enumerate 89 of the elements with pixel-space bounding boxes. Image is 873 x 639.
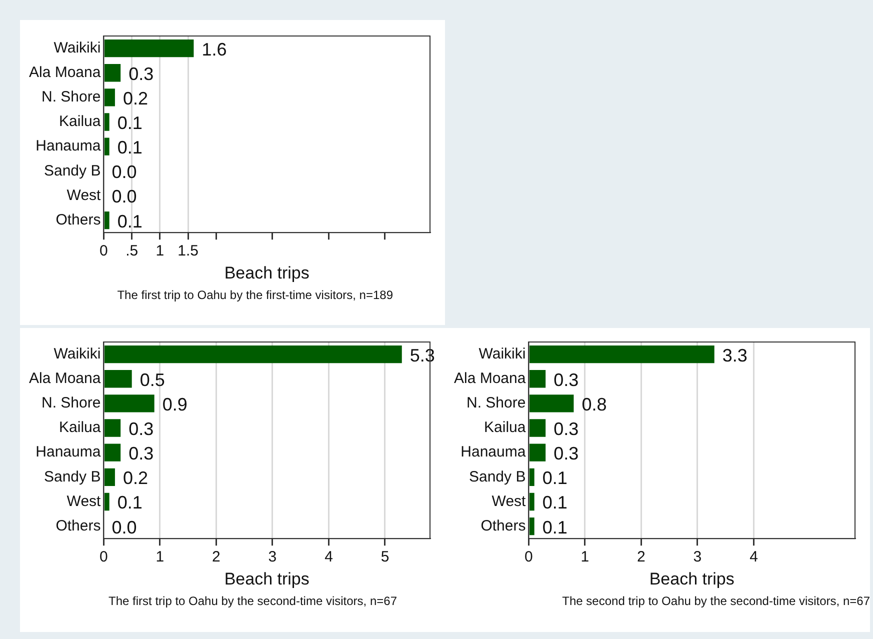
- y-tick-label: Ala Moana: [28, 64, 102, 82]
- data-label: 0.3: [554, 444, 579, 464]
- y-tick-label: Ala Moana: [28, 370, 102, 388]
- y-tick-label: Others: [56, 517, 101, 534]
- y-tick-label: Waikiki: [54, 39, 101, 56]
- data-label: 0.2: [122, 468, 148, 488]
- y-tick-label: Others: [56, 211, 101, 228]
- data-label: 1.6: [202, 39, 227, 60]
- data-label: 0.0: [112, 517, 137, 538]
- bar: [104, 468, 115, 486]
- bar: [104, 39, 194, 58]
- data-label: 0.1: [542, 468, 568, 488]
- bar: [529, 517, 534, 536]
- data-label: 0.3: [128, 64, 154, 84]
- y-tick-label: Hanauma: [36, 444, 102, 461]
- bar: [104, 113, 110, 131]
- bar: [104, 345, 402, 364]
- bar: [104, 88, 115, 106]
- data-label: 0.1: [542, 517, 568, 538]
- bar: [104, 492, 110, 511]
- bar: [529, 468, 534, 486]
- x-tick-label: 2: [212, 548, 220, 566]
- x-tick-label: 1: [156, 548, 164, 566]
- data-label: 0.3: [128, 444, 154, 464]
- y-tick-label: N. Shore: [466, 394, 526, 412]
- x-tick-label: 0: [524, 548, 533, 566]
- bar: [104, 211, 110, 230]
- bar: [104, 138, 110, 156]
- text: The second trip to Oahu by the second-time visitors, n=67: [561, 594, 870, 608]
- x-tick-label: 1: [580, 548, 590, 566]
- bar: [529, 345, 714, 364]
- x-tick-label: 3: [268, 548, 277, 566]
- data-label: 0.0: [112, 186, 137, 207]
- y-tick-label: Kailua: [59, 419, 102, 436]
- y-tick-label: N. Shore: [42, 88, 101, 106]
- data-label: 3.3: [722, 345, 748, 366]
- bar: [529, 444, 546, 462]
- y-tick-label: Sandy B: [44, 162, 101, 180]
- x-tick-label: .5: [126, 242, 138, 260]
- bar: [104, 444, 121, 462]
- data-label: 0.1: [117, 138, 142, 158]
- data-label: 0.5: [140, 370, 165, 390]
- x-tick-label: 4: [324, 548, 333, 566]
- y-tick-label: Others: [480, 517, 526, 534]
- data-label: 0.1: [117, 112, 142, 133]
- data-label: 0.8: [582, 394, 607, 414]
- data-label: 0.3: [128, 418, 154, 439]
- x-tick-label: 3: [693, 548, 702, 566]
- x-tick-label: 5: [380, 548, 390, 566]
- bar: [104, 370, 132, 388]
- x-axis-title: Beach trips: [649, 569, 734, 588]
- bar: [529, 394, 574, 412]
- data-label: 0.3: [554, 370, 579, 390]
- x-tick-label: 0: [100, 548, 108, 566]
- bar: [104, 394, 154, 412]
- y-tick-label: Kailua: [59, 113, 102, 130]
- x-tick-label: 0: [100, 242, 108, 260]
- data-label: 0.1: [117, 492, 142, 513]
- x-axis-title: Beach trips: [224, 569, 310, 588]
- x-tick-label: 4: [750, 548, 758, 566]
- bar: [104, 64, 121, 82]
- y-tick-label: Ala Moana: [454, 370, 526, 388]
- y-tick-label: Hanauma: [460, 444, 526, 461]
- data-label: 0.9: [162, 394, 188, 414]
- y-tick-label: Sandy B: [468, 468, 526, 486]
- bar: [529, 492, 534, 511]
- y-tick-label: N. Shore: [42, 394, 101, 412]
- data-label: 0.2: [122, 88, 148, 108]
- x-tick-label: 2: [637, 548, 646, 566]
- y-tick-label: West: [492, 492, 527, 510]
- y-tick-label: Hanauma: [36, 138, 102, 155]
- x-axis-title: Beach trips: [224, 263, 310, 282]
- y-tick-label: Kailua: [484, 419, 526, 436]
- data-label: 0.1: [117, 211, 142, 232]
- y-tick-label: Waikiki: [54, 345, 101, 362]
- y-tick-label: West: [66, 492, 102, 510]
- data-label: 0.0: [112, 162, 137, 182]
- text: The first trip to Oahu by the second-time visitors, n=67: [108, 594, 398, 608]
- data-label: 0.1: [542, 492, 568, 513]
- bar: [529, 370, 546, 388]
- x-tick-label: 1: [156, 242, 164, 260]
- x-tick-label: 1.5: [178, 242, 199, 260]
- y-tick-label: Waikiki: [478, 345, 526, 362]
- data-label: 0.3: [554, 418, 579, 439]
- bar: [529, 419, 546, 437]
- text: The first trip to Oahu by the first-time visitors, n=189: [116, 288, 394, 302]
- y-tick-label: West: [66, 186, 102, 204]
- bar: [104, 419, 121, 437]
- y-tick-label: Sandy B: [44, 468, 101, 486]
